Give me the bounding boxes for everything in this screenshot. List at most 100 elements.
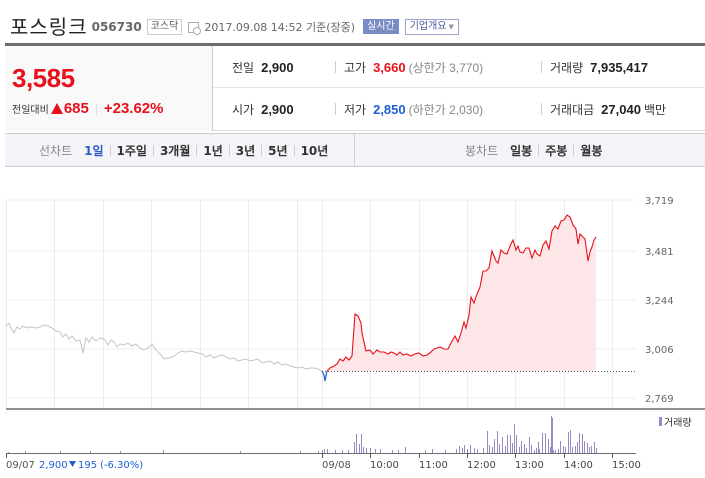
change-percent: +23.62%	[103, 100, 164, 117]
stat-row-1: 전일 2,900 고가 3,660 (상한가 3,770) 거래량 7,935,…	[213, 46, 705, 88]
change-amount: 685	[63, 100, 89, 117]
y-tick: 3,481	[645, 247, 674, 258]
x-tick: 09/07	[6, 460, 35, 471]
stat-trade-value: 거래대금 27,040 백만	[541, 88, 666, 130]
tab-weekly-candle[interactable]: 주봉	[545, 143, 568, 158]
stat-label: 거래대금	[550, 102, 595, 117]
divider	[335, 103, 336, 115]
quote-box: 3,585 전일대비 685 +23.62% 전일 2,900 고가 3,660…	[5, 46, 705, 131]
today-price-line	[326, 214, 597, 372]
stock-code: 056730	[91, 20, 142, 34]
tab-monthly-candle[interactable]: 월봉	[580, 143, 603, 158]
up-triangle-icon	[50, 103, 63, 114]
change-row: 전일대비 685 +23.62%	[12, 100, 163, 117]
y-axis-labels: 3,719 3,481 3,244 3,006 2,769	[645, 196, 674, 405]
x-tick: 09/08	[322, 460, 351, 471]
timestamp: 2017.09.08 14:52 기준(장중)	[204, 20, 356, 34]
prev-day-change: 195	[78, 460, 97, 471]
company-overview-dropdown[interactable]: 기업개요 ▼	[404, 18, 459, 35]
y-tick: 3,006	[645, 345, 674, 356]
stat-label: 시가	[232, 102, 255, 117]
realtime-badge: 실시간	[363, 19, 399, 34]
divider	[152, 144, 154, 156]
chart-svg: 3,719 3,481 3,244 3,006 2,769 거래량	[5, 196, 705, 471]
x-tick: 14:00	[564, 460, 593, 471]
tab-1d[interactable]: 1일	[84, 143, 104, 158]
tab-10y[interactable]: 10년	[300, 143, 329, 158]
x-tick: 10:00	[370, 460, 399, 471]
stat-open: 시가 2,900	[232, 88, 294, 130]
divider	[335, 61, 336, 73]
calendar-clock-icon	[188, 21, 202, 35]
candle-chart-label: 봉차트	[465, 143, 499, 158]
stat-grid: 전일 2,900 고가 3,660 (상한가 3,770) 거래량 7,935,…	[213, 46, 705, 131]
stat-volume: 거래량 7,935,417	[541, 46, 648, 88]
prev-day-close: 2,900	[39, 460, 68, 471]
y-tick: 2,769	[645, 394, 674, 405]
tab-3y[interactable]: 3년	[235, 143, 256, 158]
stat-label: 고가	[344, 60, 367, 75]
prev-day-change-percent: (-6.30%)	[100, 460, 143, 471]
x-tick: 11:00	[419, 460, 448, 471]
stat-value: 2,900	[261, 59, 294, 75]
upper-limit: (상한가 3,770)	[408, 60, 484, 75]
change-label: 전일대비	[12, 105, 49, 116]
divider	[109, 144, 111, 156]
divider	[293, 144, 295, 156]
tab-5y[interactable]: 5년	[268, 143, 288, 158]
stat-label: 거래량	[550, 60, 584, 75]
stat-value: 3,660	[373, 59, 406, 75]
lower-limit: (하한가 2,030)	[408, 102, 484, 117]
title-row: 포스링크 056730 코스닥 2017.09.08 14:52 기준(장중) …	[10, 12, 459, 39]
tab-1w[interactable]: 1주일	[116, 143, 147, 158]
today-area	[327, 215, 596, 371]
y-tick: 3,244	[645, 296, 674, 307]
volume-bars	[8, 416, 597, 453]
stat-value: 2,850	[373, 101, 406, 117]
today-down-line	[321, 370, 328, 382]
price-panel: 3,585 전일대비 685 +23.62%	[5, 46, 213, 131]
y-tick: 3,719	[645, 196, 674, 207]
stat-prev-close: 전일 2,900	[232, 46, 294, 88]
x-tick: 13:00	[515, 460, 544, 471]
stat-row-2: 시가 2,900 저가 2,850 (하한가 2,030) 거래대금 27,04…	[213, 88, 705, 130]
down-triangle-icon	[69, 461, 76, 467]
prev-day-summary: 2,900 195 (-6.30%)	[39, 460, 143, 471]
price-chart: 3,719 3,481 3,244 3,006 2,769 거래량	[0, 168, 705, 478]
volume-legend-label: 거래량	[664, 417, 692, 429]
stat-high: 고가 3,660 (상한가 3,770)	[335, 46, 483, 88]
line-chart-periods: 선차트 1일 1주일 3개월 1년 3년 5년 10년	[5, 134, 355, 166]
stat-label: 전일	[232, 60, 255, 75]
candle-chart-periods: 봉차트 일봉 주봉 월봉	[355, 134, 705, 166]
stat-value: 2,900	[261, 101, 294, 117]
chevron-down-icon: ▼	[448, 22, 454, 31]
volume-legend-swatch	[659, 417, 662, 426]
divider	[541, 103, 542, 115]
current-price: 3,585	[12, 63, 75, 93]
x-tick: 15:00	[612, 460, 641, 471]
prev-day-line	[5, 322, 323, 372]
company-overview-label: 기업개요	[409, 20, 447, 32]
divider	[228, 144, 230, 156]
divider	[538, 144, 540, 156]
stat-label: 저가	[344, 102, 367, 117]
divider	[261, 144, 263, 156]
stock-name: 포스링크	[10, 14, 88, 39]
x-axis-labels: 09/07 09/08 10:00 11:00 12:00 13:00 14:0…	[6, 460, 641, 471]
stat-unit: 백만	[643, 102, 667, 117]
x-tick: 12:00	[467, 460, 496, 471]
divider	[95, 102, 97, 115]
header-divider	[5, 43, 705, 46]
divider	[541, 61, 542, 73]
stat-value: 27,040	[601, 101, 641, 117]
x-axis-ticks	[6, 453, 613, 458]
stat-low: 저가 2,850 (하한가 2,030)	[335, 88, 483, 130]
divider	[573, 144, 575, 156]
chart-period-bar: 선차트 1일 1주일 3개월 1년 3년 5년 10년 봉차트 일봉 주봉 월봉	[5, 133, 705, 167]
divider	[196, 144, 198, 156]
stat-value: 7,935,417	[590, 59, 648, 75]
tab-1y[interactable]: 1년	[203, 143, 223, 158]
tab-daily-candle[interactable]: 일봉	[510, 143, 533, 158]
tab-3m[interactable]: 3개월	[159, 143, 191, 158]
market-badge: 코스닥	[146, 18, 183, 35]
